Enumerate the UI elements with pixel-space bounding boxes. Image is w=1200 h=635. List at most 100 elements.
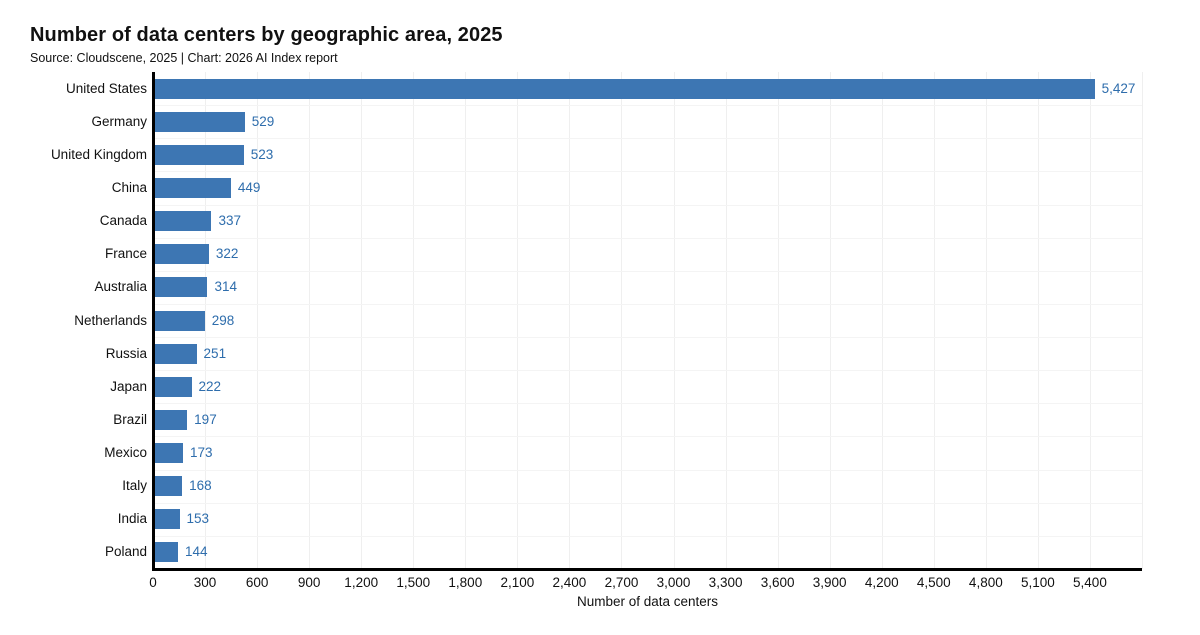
vertical-gridline: [361, 72, 363, 569]
bar-italy: [153, 476, 183, 497]
vertical-gridline: [777, 72, 779, 569]
x-tick-label: 1,200: [344, 575, 379, 590]
value-label: 5,427: [1101, 80, 1136, 96]
y-axis-line: [152, 72, 155, 569]
x-tick-label: 600: [245, 575, 269, 590]
x-tick-label: 5,100: [1020, 575, 1055, 590]
value-label: 251: [203, 345, 227, 361]
vertical-gridline: [1037, 72, 1039, 569]
x-tick-label: 300: [193, 575, 217, 590]
category-label: Australia: [94, 279, 147, 295]
bar-australia: [153, 277, 208, 298]
horizontal-gridline: [153, 303, 1142, 305]
horizontal-gridline: [153, 105, 1142, 107]
horizontal-gridline: [153, 535, 1142, 537]
value-label: 298: [211, 312, 235, 328]
vertical-gridline: [205, 72, 207, 569]
horizontal-gridline: [153, 502, 1142, 504]
bar-netherlands: [153, 310, 205, 331]
value-label: 523: [250, 146, 274, 162]
vertical-gridline: [569, 72, 571, 569]
chart-subtitle: Source: Cloudscene, 2025 | Chart: 2026 A…: [30, 51, 338, 65]
x-tick-label: 3,900: [812, 575, 847, 590]
bar-united-states: [153, 78, 1095, 99]
value-label: 168: [189, 478, 212, 494]
bar-france: [153, 244, 209, 265]
category-label: United States: [65, 80, 147, 96]
value-label: 222: [198, 378, 222, 394]
x-tick-label: 3,600: [760, 575, 795, 590]
bar-china: [153, 177, 231, 198]
vertical-gridline: [257, 72, 259, 569]
horizontal-gridline: [153, 204, 1142, 206]
vertical-gridline: [309, 72, 311, 569]
horizontal-gridline: [153, 270, 1142, 272]
value-label: 449: [237, 179, 261, 195]
horizontal-gridline: [153, 469, 1142, 471]
x-tick-label: 4,200: [864, 575, 899, 590]
category-label: France: [104, 246, 147, 262]
horizontal-gridline: [153, 403, 1142, 405]
chart-title: Number of data centers by geographic are…: [30, 24, 503, 46]
vertical-gridline: [933, 72, 935, 569]
vertical-gridline: [725, 72, 727, 569]
x-tick-label: 2,100: [500, 575, 535, 590]
vertical-gridline: [465, 72, 467, 569]
x-axis-line: [152, 567, 1142, 571]
category-label: Italy: [122, 478, 147, 494]
x-tick-label: 900: [297, 575, 321, 590]
horizontal-gridline: [153, 370, 1142, 372]
x-tick-label: 3,300: [708, 575, 743, 590]
horizontal-gridline: [153, 237, 1142, 239]
plot-area: United States Germany United Kingdom China C…: [51, 72, 1143, 609]
value-label: 153: [186, 511, 210, 527]
x-tick-label: 5,400: [1073, 575, 1107, 590]
bar-canada: [153, 211, 212, 232]
bar-india: [153, 509, 180, 530]
vertical-gridline: [985, 72, 987, 569]
bar-poland: [153, 542, 178, 563]
vertical-gridline: [1142, 72, 1143, 569]
value-label: 144: [184, 544, 208, 560]
x-tick-label: 4,500: [916, 575, 951, 590]
value-label: 173: [190, 445, 213, 461]
horizontal-gridline: [153, 436, 1142, 438]
x-tick-label: 4,800: [968, 575, 1003, 590]
bar-mexico: [153, 443, 184, 464]
vertical-gridline: [829, 72, 831, 569]
bar-united-kingdom: [153, 144, 244, 165]
bar-brazil: [153, 409, 188, 430]
x-tick-label: 0: [149, 575, 157, 590]
category-label: Netherlands: [74, 312, 147, 328]
category-label: Russia: [105, 345, 147, 361]
x-tick-label: 3,000: [656, 575, 691, 590]
category-label: Mexico: [104, 445, 147, 461]
value-label: 314: [214, 279, 237, 295]
vertical-gridline: [413, 72, 415, 569]
horizontal-gridline: [153, 171, 1142, 173]
category-label: China: [111, 179, 147, 195]
category-label: Poland: [104, 544, 147, 560]
x-axis-title: Number of data centers: [576, 594, 719, 609]
category-label: Japan: [110, 378, 147, 394]
horizontal-gridline: [153, 138, 1142, 140]
bar-japan: [153, 376, 192, 397]
vertical-gridline: [1089, 72, 1091, 569]
x-tick-label: 1,500: [396, 575, 431, 590]
vertical-gridline: [673, 72, 675, 569]
category-label: Brazil: [113, 411, 147, 427]
bar-germany: [153, 111, 245, 132]
value-label: 337: [218, 213, 241, 229]
horizontal-gridline: [153, 337, 1142, 339]
category-label: Germany: [91, 113, 147, 129]
vertical-gridline: [517, 72, 519, 569]
x-tick-label: 1,800: [448, 575, 483, 590]
vertical-gridline: [881, 72, 883, 569]
x-tick-label: 2,400: [552, 575, 587, 590]
vertical-gridline: [621, 72, 623, 569]
value-label: 197: [194, 411, 217, 427]
category-label: India: [117, 511, 147, 527]
value-label: 529: [251, 113, 275, 129]
value-label: 322: [215, 246, 239, 262]
